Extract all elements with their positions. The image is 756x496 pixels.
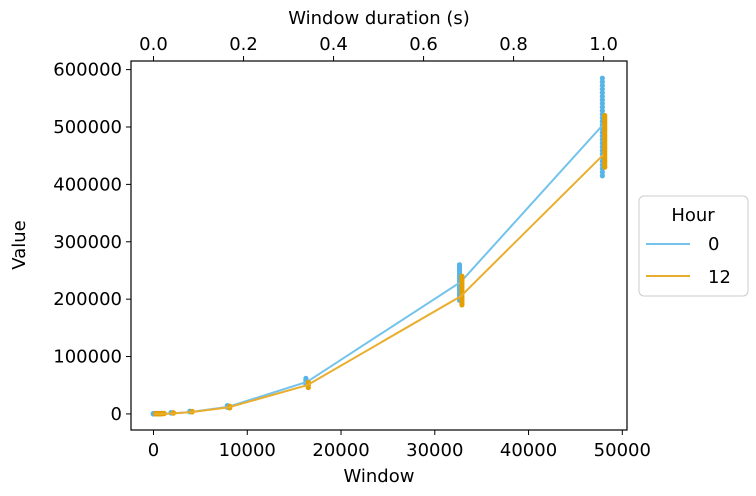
scatter-point-0 bbox=[599, 93, 605, 99]
x-tick-label: 20000 bbox=[312, 440, 369, 461]
scatter-point-0 bbox=[599, 104, 605, 110]
legend-entry-1: 12 bbox=[708, 267, 731, 288]
scatter-point-0 bbox=[599, 173, 605, 179]
fit-line-12 bbox=[154, 153, 605, 415]
top-x-tick-label: 0.2 bbox=[229, 34, 258, 55]
scatter-point-12 bbox=[459, 273, 465, 279]
scatter-point-0 bbox=[599, 86, 605, 92]
legend-box bbox=[638, 195, 749, 297]
scatter-point-0 bbox=[599, 100, 605, 107]
scatter-point-0 bbox=[599, 75, 605, 81]
top-x-tick-label: 0.6 bbox=[409, 34, 438, 55]
scatter-point-0 bbox=[599, 108, 605, 114]
legend-title: Hour bbox=[671, 205, 715, 226]
x-tick-label: 50000 bbox=[594, 440, 651, 461]
scatter-point-0 bbox=[599, 97, 605, 103]
chart-marks bbox=[150, 75, 608, 417]
y-tick-label: 300000 bbox=[53, 232, 122, 253]
x-axis-label: Window bbox=[344, 466, 415, 487]
y-axis-label: Value bbox=[9, 220, 30, 269]
scatter-point-0 bbox=[303, 375, 309, 381]
scatter-point-0 bbox=[599, 79, 605, 85]
y-tick-label: 200000 bbox=[53, 289, 122, 310]
scatter-point-0 bbox=[599, 169, 605, 175]
x-tick-label: 0 bbox=[148, 440, 159, 461]
top-x-tick-label: 0.8 bbox=[499, 34, 528, 55]
scatter-point-0 bbox=[599, 90, 605, 96]
y-tick-label: 400000 bbox=[53, 174, 122, 195]
scatter-point-12 bbox=[602, 112, 608, 119]
fit-line-0 bbox=[154, 123, 605, 415]
y-tick-label: 0 bbox=[111, 404, 122, 425]
x-tick-label: 40000 bbox=[500, 440, 557, 461]
plot-frame bbox=[130, 60, 628, 431]
legend-entry-0: 0 bbox=[708, 234, 719, 255]
y-tick-label: 100000 bbox=[53, 347, 122, 368]
scatter-point-0 bbox=[456, 262, 463, 268]
top-x-tick-label: 0.0 bbox=[139, 34, 168, 55]
scatter-point-0 bbox=[599, 82, 605, 89]
axes: 0 10000 20000 30000 40000 5000001000002000003… bbox=[53, 34, 651, 461]
y-tick-label: 600000 bbox=[53, 60, 122, 81]
x-tick-label: 10000 bbox=[219, 440, 276, 461]
y-tick-label: 500000 bbox=[53, 117, 122, 138]
top-x-tick-label: 0.4 bbox=[319, 34, 348, 55]
top-x-tick-label: 1.0 bbox=[589, 34, 618, 55]
top-x-axis-label: Window duration (s) bbox=[288, 8, 470, 29]
legend: Hour 0 12 bbox=[638, 195, 749, 297]
x-tick-label: 30000 bbox=[406, 440, 463, 461]
